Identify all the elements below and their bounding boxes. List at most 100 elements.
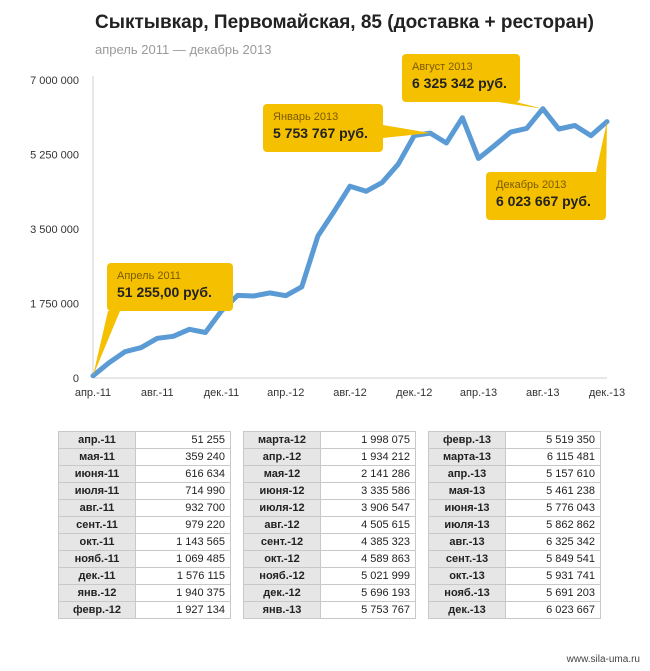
table-row: февр.-12 1 927 134 xyxy=(58,601,231,619)
table-value-cell: 4 589 863 xyxy=(320,550,416,568)
table-value-cell: 3 906 547 xyxy=(320,499,416,517)
x-tick-label: авг.-11 xyxy=(141,387,174,399)
table-month-cell: нояб.-12 xyxy=(243,567,321,585)
table-row: февр.-13 5 519 350 xyxy=(428,431,601,449)
table-value-cell: 359 240 xyxy=(135,448,231,466)
table-row: окт.-11 1 143 565 xyxy=(58,533,231,551)
callout-value: 5 753 767 руб. xyxy=(273,125,368,141)
table-row: нояб.-11 1 069 485 xyxy=(58,550,231,568)
table-value-cell: 5 696 193 xyxy=(320,584,416,602)
table-value-cell: 1 576 115 xyxy=(135,567,231,585)
table-month-cell: апр.-11 xyxy=(58,431,136,449)
callout-box: Август 2013 6 325 342 руб. xyxy=(402,54,520,102)
table-value-cell: 4 385 323 xyxy=(320,533,416,551)
data-table-col1: апр.-11 51 255 мая-11 359 240 июня-11 616 634… xyxy=(58,431,231,619)
table-row: июля-12 3 906 547 xyxy=(243,499,416,517)
table-value-cell: 5 461 238 xyxy=(505,482,601,500)
y-tick-label: 1 750 000 xyxy=(30,299,79,311)
chart-title: Сыктывкар, Первомайская, 85 (доставка + … xyxy=(95,12,594,33)
table-month-cell: дек.-11 xyxy=(58,567,136,585)
callout-box: Декабрь 2013 6 023 667 руб. xyxy=(486,172,606,220)
table-month-cell: янв.-12 xyxy=(58,584,136,602)
table-row: мая-12 2 141 286 xyxy=(243,465,416,483)
table-month-cell: дек.-12 xyxy=(243,584,321,602)
table-row: мая-13 5 461 238 xyxy=(428,482,601,500)
table-value-cell: 1 927 134 xyxy=(135,601,231,619)
table-row: дек.-12 5 696 193 xyxy=(243,584,416,602)
table-month-cell: марта-13 xyxy=(428,448,506,466)
data-table-col3: февр.-13 5 519 350 марта-13 6 115 481 апр.-1… xyxy=(428,431,601,619)
table-value-cell: 5 691 203 xyxy=(505,584,601,602)
table-row: сент.-11 979 220 xyxy=(58,516,231,534)
table-month-cell: нояб.-11 xyxy=(58,550,136,568)
table-value-cell: 1 069 485 xyxy=(135,550,231,568)
table-value-cell: 5 776 043 xyxy=(505,499,601,517)
table-value-cell: 3 335 586 xyxy=(320,482,416,500)
x-tick-label: апр.-12 xyxy=(267,387,304,399)
table-month-cell: июня-12 xyxy=(243,482,321,500)
table-month-cell: сент.-12 xyxy=(243,533,321,551)
table-month-cell: авг.-12 xyxy=(243,516,321,534)
table-row: сент.-13 5 849 541 xyxy=(428,550,601,568)
table-row: мая-11 359 240 xyxy=(58,448,231,466)
table-month-cell: окт.-11 xyxy=(58,533,136,551)
table-month-cell: апр.-12 xyxy=(243,448,321,466)
table-value-cell: 1 934 212 xyxy=(320,448,416,466)
table-value-cell: 5 753 767 xyxy=(320,601,416,619)
table-row: дек.-11 1 576 115 xyxy=(58,567,231,585)
table-month-cell: мая-11 xyxy=(58,448,136,466)
table-value-cell: 5 849 541 xyxy=(505,550,601,568)
table-row: окт.-13 5 931 741 xyxy=(428,567,601,585)
table-month-cell: авг.-11 xyxy=(58,499,136,517)
table-row: дек.-13 6 023 667 xyxy=(428,601,601,619)
table-row: марта-12 1 998 075 xyxy=(243,431,416,449)
x-tick-label: апр.-11 xyxy=(75,387,111,399)
table-value-cell: 932 700 xyxy=(135,499,231,517)
table-row: окт.-12 4 589 863 xyxy=(243,550,416,568)
y-tick-label: 5 250 000 xyxy=(30,150,79,162)
table-value-cell: 6 115 481 xyxy=(505,448,601,466)
table-value-cell: 714 990 xyxy=(135,482,231,500)
table-row: нояб.-12 5 021 999 xyxy=(243,567,416,585)
callout-box: Январь 2013 5 753 767 руб. xyxy=(263,104,383,152)
table-month-cell: июня-13 xyxy=(428,499,506,517)
table-value-cell: 2 141 286 xyxy=(320,465,416,483)
table-row: авг.-12 4 505 615 xyxy=(243,516,416,534)
callout-label: Апрель 2011 xyxy=(117,270,182,282)
callout-pointer xyxy=(383,125,431,138)
x-tick-label: авг.-13 xyxy=(526,387,560,399)
table-value-cell: 1 143 565 xyxy=(135,533,231,551)
line-chart: 0 1 750 000 3 500 000 5 250 000 7 000 000 апр… xyxy=(30,75,625,399)
x-tick-label: апр.-13 xyxy=(460,387,497,399)
chart-subtitle: апрель 2011 — декабрь 2013 xyxy=(95,42,272,57)
table-value-cell: 6 325 342 xyxy=(505,533,601,551)
table-value-cell: 5 021 999 xyxy=(320,567,416,585)
table-month-cell: сент.-11 xyxy=(58,516,136,534)
table-month-cell: июля-11 xyxy=(58,482,136,500)
table-row: апр.-12 1 934 212 xyxy=(243,448,416,466)
callout-value: 6 023 667 руб. xyxy=(496,193,591,209)
table-month-cell: окт.-12 xyxy=(243,550,321,568)
table-row: янв.-12 1 940 375 xyxy=(58,584,231,602)
table-value-cell: 979 220 xyxy=(135,516,231,534)
table-row: марта-13 6 115 481 xyxy=(428,448,601,466)
table-month-cell: июля-12 xyxy=(243,499,321,517)
site-url: www.sila-uma.ru xyxy=(566,654,640,665)
table-month-cell: мая-13 xyxy=(428,482,506,500)
callout-value: 51 255,00 руб. xyxy=(117,284,212,300)
table-value-cell: 5 519 350 xyxy=(505,431,601,449)
table-month-cell: дек.-13 xyxy=(428,601,506,619)
table-month-cell: мая-12 xyxy=(243,465,321,483)
table-value-cell: 5 157 610 xyxy=(505,465,601,483)
data-table-col2: марта-12 1 998 075 апр.-12 1 934 212 мая-12 2… xyxy=(243,431,416,619)
series-line xyxy=(90,106,610,379)
callout-box: Апрель 2011 51 255,00 руб. xyxy=(107,263,233,311)
table-row: апр.-13 5 157 610 xyxy=(428,465,601,483)
callout-pointer xyxy=(498,102,543,109)
table-row: июля-13 5 862 862 xyxy=(428,516,601,534)
table-month-cell: июля-13 xyxy=(428,516,506,534)
table-month-cell: авг.-13 xyxy=(428,533,506,551)
table-month-cell: февр.-12 xyxy=(58,601,136,619)
table-row: июля-11 714 990 xyxy=(58,482,231,500)
y-tick-label: 3 500 000 xyxy=(30,224,79,236)
